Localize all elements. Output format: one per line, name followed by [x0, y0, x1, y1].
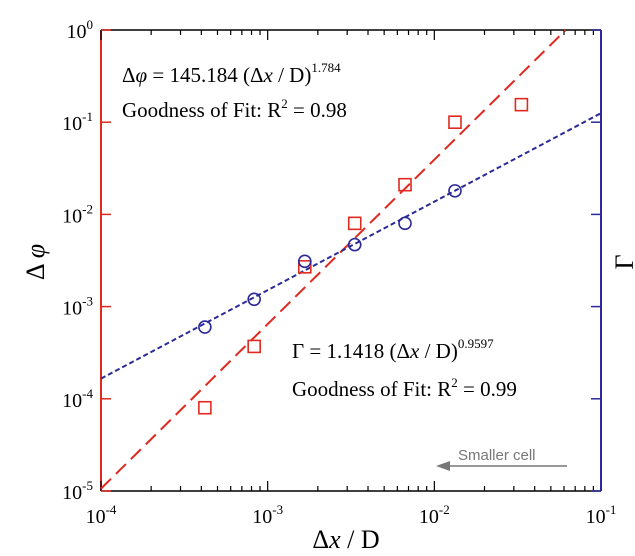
circle-point [448, 184, 462, 198]
fit-line-1 [100, 29, 567, 490]
ticks [100, 29, 601, 492]
smaller-cell-arrow-head [436, 461, 450, 471]
x-tick-label: 10-2 [419, 502, 450, 528]
y-tick-label: 10-3 [62, 294, 93, 320]
x-tick-label: 10-3 [252, 502, 283, 528]
gamma-goodness-of-fit: Goodness of Fit: R2 = 0.99 [292, 375, 517, 401]
square-point [247, 339, 261, 354]
smaller-cell-note: Smaller cell [436, 447, 567, 471]
right-axis-title: Γ [610, 254, 635, 269]
square-point [347, 216, 362, 231]
square-point [514, 97, 529, 112]
y-tick-label: 10-5 [62, 478, 93, 504]
y-tick-label: 10-2 [62, 201, 93, 227]
x-tick-label: 10-1 [586, 502, 617, 528]
circle-point [198, 320, 212, 334]
square-point [198, 400, 212, 415]
y-axis-title: Δ φ [21, 244, 50, 280]
data-markers [198, 97, 529, 415]
circle-point [347, 237, 362, 252]
fit-lines [100, 29, 602, 490]
gamma-equation: Γ = 1.1418 (Δx / D)0.9597 [292, 336, 494, 363]
phi-equation: Δφ = 145.184 (Δx / D)1.784 [122, 60, 341, 87]
square-point [297, 260, 312, 274]
smaller-cell-label: Smaller cell [458, 447, 536, 464]
plot-frame [100, 29, 602, 492]
phi-goodness-of-fit: Goodness of Fit: R2 = 0.98 [122, 96, 347, 122]
x-axis-title: Δx / D [312, 525, 379, 554]
y-tick-label: 10-4 [62, 386, 93, 412]
fit-line-2 [100, 112, 602, 380]
y-tick-label: 10-1 [62, 109, 93, 135]
circle-point [247, 292, 261, 307]
x-tick-label: 10-4 [86, 502, 117, 528]
circle-point [398, 216, 412, 231]
square-point [448, 115, 462, 129]
y-tick-label: 100 [67, 17, 94, 43]
circle-point [297, 254, 312, 269]
square-point [398, 177, 412, 192]
